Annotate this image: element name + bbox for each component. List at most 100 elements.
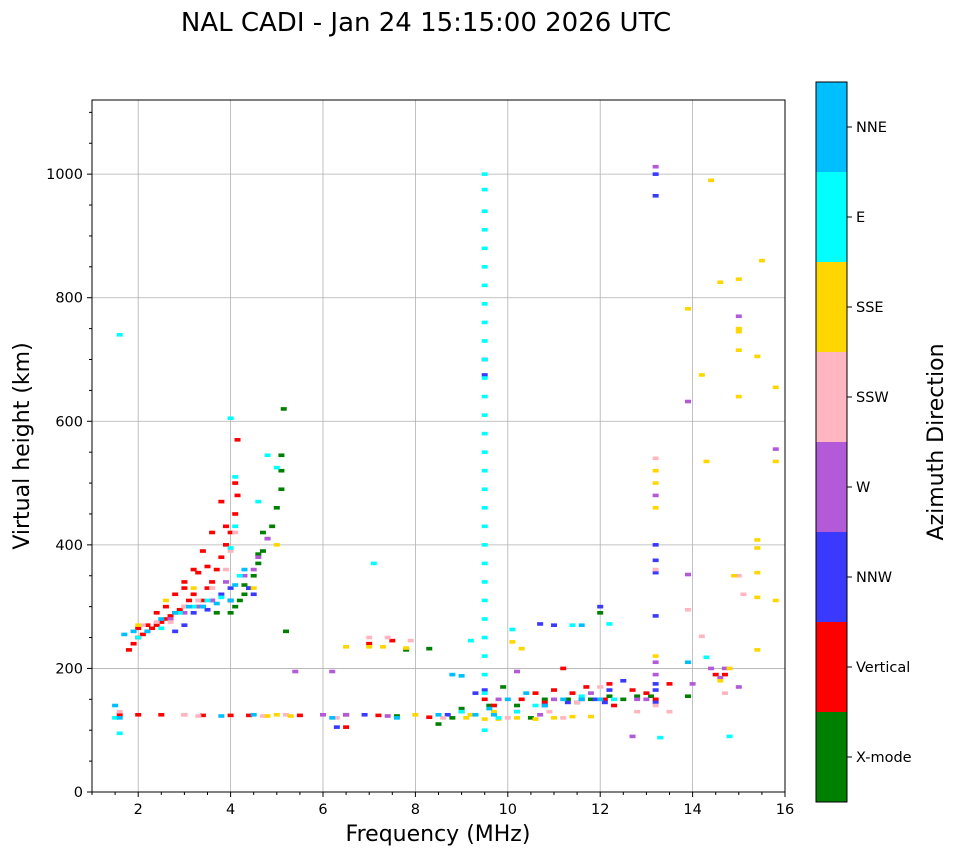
- data-point: [287, 714, 294, 718]
- data-points: [112, 164, 779, 740]
- data-point: [199, 713, 206, 718]
- colorbar-frame: [815, 81, 848, 803]
- colorbar-tick-label: SSE: [856, 300, 884, 316]
- data-point: [532, 691, 539, 695]
- data-point: [227, 549, 234, 553]
- colorbar-tick-label: W: [856, 480, 870, 496]
- data-point: [514, 716, 521, 720]
- data-point: [592, 697, 599, 702]
- data-point: [190, 592, 197, 597]
- data-point: [361, 712, 368, 717]
- data-point: [153, 623, 160, 627]
- data-point: [527, 716, 534, 720]
- colorbar-segment: [816, 532, 847, 622]
- data-point: [393, 716, 400, 720]
- data-point: [403, 646, 410, 650]
- data-point: [735, 329, 742, 334]
- data-point: [481, 283, 488, 288]
- data-point: [481, 450, 488, 454]
- data-point: [698, 373, 705, 377]
- data-point: [652, 456, 659, 461]
- colorbar-segment: [816, 172, 847, 262]
- data-point: [726, 734, 733, 739]
- data-point: [486, 703, 493, 708]
- data-point: [176, 607, 183, 612]
- data-point: [278, 453, 285, 458]
- data-point: [481, 187, 488, 192]
- data-point: [652, 468, 659, 473]
- data-point: [241, 583, 248, 587]
- data-point: [234, 438, 241, 442]
- data-point: [684, 694, 691, 699]
- data-point: [116, 731, 123, 736]
- data-point: [481, 394, 488, 399]
- data-point: [684, 399, 691, 404]
- data-point: [606, 682, 613, 686]
- data-point: [684, 607, 691, 612]
- data-point: [472, 691, 479, 695]
- data-point: [181, 604, 188, 609]
- data-point: [652, 697, 659, 702]
- colorbar-tick-label: Vertical: [856, 660, 910, 676]
- y-tick-label: 600: [55, 414, 83, 430]
- colorbar-tick-label: NNW: [856, 570, 892, 586]
- data-point: [199, 598, 206, 603]
- data-point: [481, 357, 488, 362]
- data-point: [232, 475, 239, 479]
- data-point: [560, 666, 567, 671]
- data-point: [213, 611, 220, 615]
- data-point: [578, 623, 585, 627]
- data-point: [551, 623, 557, 627]
- data-point: [227, 416, 234, 420]
- data-point: [213, 601, 220, 606]
- data-point: [130, 629, 137, 634]
- data-point: [587, 691, 594, 695]
- data-point: [181, 611, 188, 615]
- data-point: [735, 573, 742, 578]
- data-point: [218, 592, 225, 597]
- data-point: [481, 654, 488, 658]
- data-point: [250, 592, 257, 597]
- data-point: [162, 617, 169, 621]
- data-point: [135, 635, 142, 640]
- data-point: [121, 632, 128, 637]
- data-point: [232, 524, 239, 529]
- data-point: [426, 715, 433, 720]
- data-point: [578, 694, 585, 699]
- data-point: [537, 622, 544, 626]
- data-point: [227, 586, 234, 590]
- data-point: [481, 339, 488, 343]
- data-point: [504, 697, 511, 702]
- data-point: [652, 682, 659, 686]
- data-point: [283, 629, 290, 634]
- data-point: [518, 646, 525, 651]
- data-point: [264, 536, 271, 541]
- data-point: [259, 530, 266, 535]
- data-point: [698, 634, 705, 639]
- data-point: [218, 555, 225, 560]
- data-point: [551, 716, 557, 720]
- data-point: [735, 277, 742, 281]
- data-point: [652, 614, 659, 618]
- data-point: [481, 543, 488, 547]
- data-point: [440, 716, 447, 720]
- colorbar-segment: [816, 442, 847, 532]
- data-point: [273, 712, 280, 717]
- data-point: [227, 611, 234, 615]
- data-point: [259, 549, 266, 553]
- data-point: [167, 614, 174, 618]
- data-point: [444, 712, 451, 717]
- data-point: [481, 691, 488, 695]
- data-point: [366, 635, 373, 640]
- data-point: [537, 712, 544, 717]
- data-point: [666, 682, 673, 686]
- data-point: [509, 627, 516, 632]
- data-point: [481, 209, 488, 214]
- data-point: [190, 586, 197, 590]
- data-point: [250, 586, 257, 590]
- data-point: [772, 459, 779, 464]
- data-point: [426, 646, 433, 651]
- data-point: [541, 697, 548, 702]
- data-point: [227, 598, 234, 603]
